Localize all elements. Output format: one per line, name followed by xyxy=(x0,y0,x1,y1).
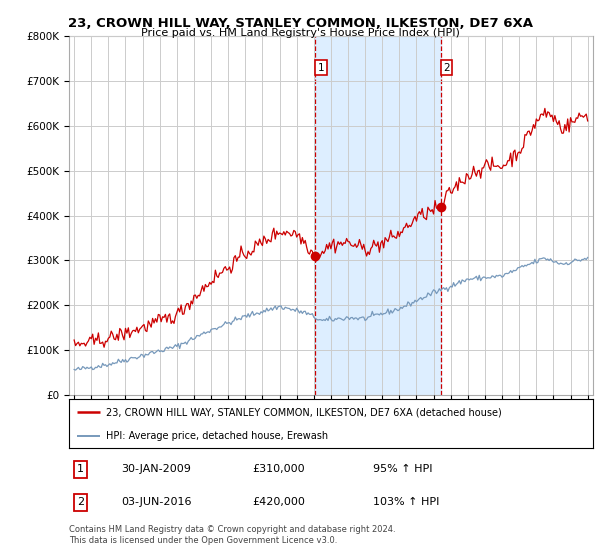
Text: 23, CROWN HILL WAY, STANLEY COMMON, ILKESTON, DE7 6XA: 23, CROWN HILL WAY, STANLEY COMMON, ILKE… xyxy=(67,17,533,30)
Text: Price paid vs. HM Land Registry's House Price Index (HPI): Price paid vs. HM Land Registry's House … xyxy=(140,28,460,38)
Text: 1: 1 xyxy=(317,63,324,73)
Text: 103% ↑ HPI: 103% ↑ HPI xyxy=(373,497,439,507)
Text: HPI: Average price, detached house, Erewash: HPI: Average price, detached house, Erew… xyxy=(106,431,328,441)
Text: 30-JAN-2009: 30-JAN-2009 xyxy=(121,464,191,474)
Text: 1: 1 xyxy=(77,464,84,474)
Text: Contains HM Land Registry data © Crown copyright and database right 2024.
This d: Contains HM Land Registry data © Crown c… xyxy=(69,525,395,545)
Text: 95% ↑ HPI: 95% ↑ HPI xyxy=(373,464,433,474)
Text: 2: 2 xyxy=(443,63,450,73)
Bar xyxy=(315,36,441,395)
Text: £420,000: £420,000 xyxy=(253,497,305,507)
Text: 23, CROWN HILL WAY, STANLEY COMMON, ILKESTON, DE7 6XA (detached house): 23, CROWN HILL WAY, STANLEY COMMON, ILKE… xyxy=(106,407,502,417)
Text: £310,000: £310,000 xyxy=(253,464,305,474)
Text: 2: 2 xyxy=(77,497,84,507)
Text: 03-JUN-2016: 03-JUN-2016 xyxy=(121,497,192,507)
